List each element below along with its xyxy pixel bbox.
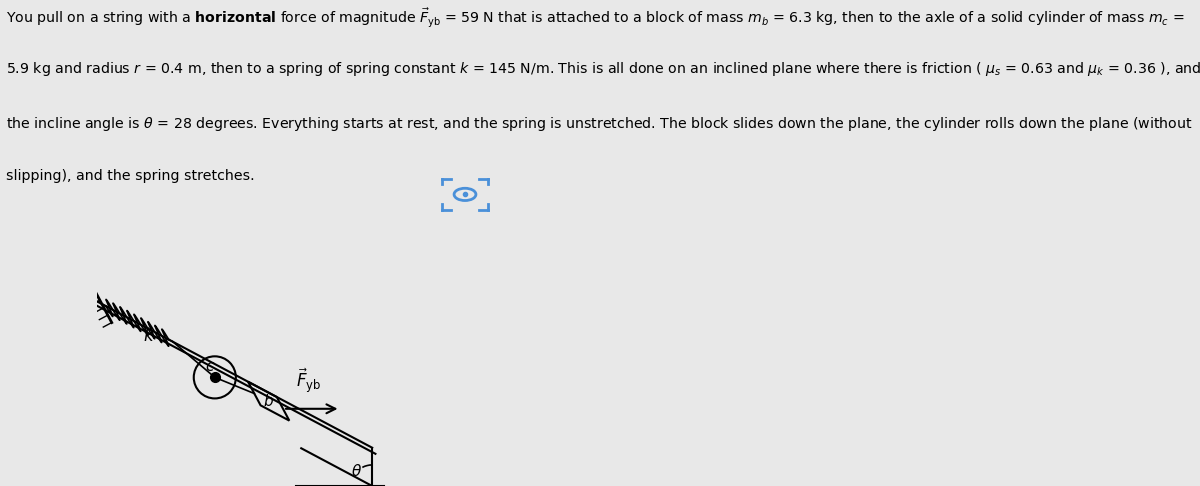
Text: b: b	[264, 394, 274, 409]
Text: You pull on a string with a $\mathbf{horizontal}$ force of magnitude $\vec{F}_{\: You pull on a string with a $\mathbf{hor…	[6, 6, 1184, 29]
Text: the incline angle is $\theta$ = 28 degrees. Everything starts at rest, and the s: the incline angle is $\theta$ = 28 degre…	[6, 115, 1193, 133]
Text: $k$: $k$	[143, 327, 155, 345]
Text: $\vec{F}_{\mathrm{yb}}$: $\vec{F}_{\mathrm{yb}}$	[296, 367, 322, 396]
Text: 5.9 kg and radius $r$ = 0.4 m, then to a spring of spring constant $k$ = 145 N/m: 5.9 kg and radius $r$ = 0.4 m, then to a…	[6, 60, 1200, 78]
Text: c: c	[205, 359, 214, 374]
Text: $\theta$: $\theta$	[350, 464, 361, 480]
Text: slipping), and the spring stretches.: slipping), and the spring stretches.	[6, 169, 254, 183]
